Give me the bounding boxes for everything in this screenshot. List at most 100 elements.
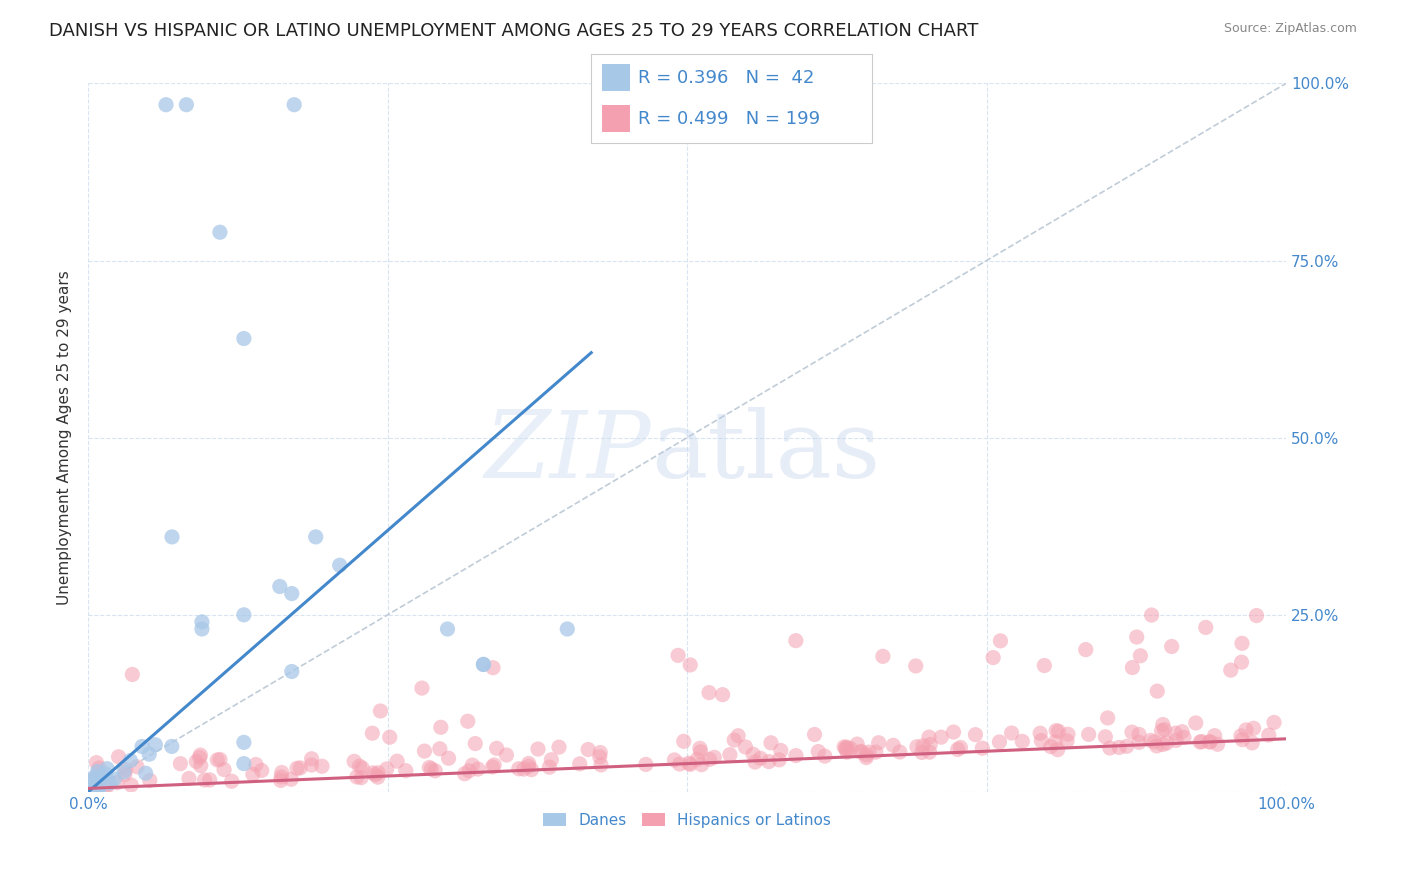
Point <box>1184 716 1206 731</box>
Point <box>1121 725 1143 739</box>
Point <box>305 530 328 544</box>
Point <box>1094 730 1116 744</box>
Point <box>79 785 101 799</box>
Point <box>120 778 142 792</box>
Point <box>301 758 323 772</box>
Point <box>589 758 612 772</box>
Point <box>1195 620 1218 634</box>
Point <box>882 739 904 753</box>
Point <box>872 649 894 664</box>
Point <box>96 780 118 794</box>
Point <box>1001 726 1024 740</box>
Point <box>1121 660 1143 674</box>
Point <box>664 753 686 767</box>
Point <box>576 742 599 756</box>
Point <box>1046 742 1069 756</box>
Point <box>1045 723 1067 738</box>
Point <box>105 775 128 789</box>
Point <box>1206 737 1229 751</box>
Point <box>851 744 873 758</box>
Point <box>281 665 304 679</box>
Point <box>807 745 830 759</box>
Point <box>1243 721 1265 735</box>
Point <box>77 780 100 795</box>
Point <box>1230 729 1253 743</box>
Point <box>77 775 100 789</box>
Point <box>436 622 458 636</box>
Point <box>835 742 858 756</box>
Point <box>485 741 508 756</box>
Point <box>520 763 543 777</box>
Point <box>785 748 807 763</box>
Point <box>1152 738 1174 752</box>
Point <box>855 750 877 764</box>
Point <box>1143 735 1166 749</box>
Point <box>1156 736 1178 750</box>
Text: DANISH VS HISPANIC OR LATINO UNEMPLOYMENT AMONG AGES 25 TO 29 YEARS CORRELATION : DANISH VS HISPANIC OR LATINO UNEMPLOYMEN… <box>49 22 979 40</box>
Point <box>1056 734 1078 748</box>
Point <box>290 761 312 775</box>
Point <box>1097 711 1119 725</box>
Legend: Danes, Hispanics or Latinos: Danes, Hispanics or Latinos <box>537 806 837 834</box>
Point <box>121 667 143 681</box>
Point <box>125 760 148 774</box>
Point <box>283 97 305 112</box>
Point <box>1115 739 1137 754</box>
Point <box>759 736 782 750</box>
Point <box>270 773 292 788</box>
Point <box>1129 648 1152 663</box>
Point <box>1173 731 1195 745</box>
Point <box>367 770 389 784</box>
Point <box>711 688 734 702</box>
Point <box>1146 739 1168 753</box>
Point <box>1047 724 1070 739</box>
Point <box>97 777 120 791</box>
Point <box>742 747 765 762</box>
Point <box>482 661 505 675</box>
Point <box>82 785 104 799</box>
Point <box>1191 734 1213 748</box>
Point <box>839 741 862 756</box>
Point <box>942 725 965 739</box>
Point <box>285 761 308 775</box>
Point <box>177 772 200 786</box>
Point <box>1263 715 1285 730</box>
Point <box>988 735 1011 749</box>
Point <box>666 648 689 663</box>
Point <box>1199 735 1222 749</box>
Point <box>103 772 125 786</box>
Point <box>703 750 725 764</box>
Point <box>96 762 118 776</box>
Point <box>425 764 447 778</box>
Point <box>208 225 231 239</box>
Point <box>346 770 368 784</box>
Point <box>1246 608 1268 623</box>
Point <box>221 774 243 789</box>
Point <box>82 772 104 786</box>
Point <box>912 739 935 753</box>
Point <box>689 741 711 756</box>
Point <box>280 772 302 787</box>
Point <box>849 745 872 759</box>
Point <box>1140 608 1163 623</box>
Point <box>512 762 534 776</box>
Point <box>212 763 235 777</box>
Point <box>1204 729 1226 743</box>
Point <box>188 750 211 764</box>
Point <box>672 734 695 748</box>
Point <box>965 728 987 742</box>
Point <box>458 764 481 778</box>
Point <box>929 730 952 744</box>
Text: Source: ZipAtlas.com: Source: ZipAtlas.com <box>1223 22 1357 36</box>
Point <box>918 745 941 759</box>
Point <box>555 622 578 636</box>
Point <box>270 770 292 784</box>
Point <box>1125 630 1147 644</box>
Point <box>112 764 135 779</box>
Point <box>1234 723 1257 737</box>
Point <box>1232 732 1254 747</box>
Point <box>1219 663 1241 677</box>
Point <box>1230 636 1253 650</box>
Point <box>155 97 177 112</box>
Point <box>361 765 384 780</box>
